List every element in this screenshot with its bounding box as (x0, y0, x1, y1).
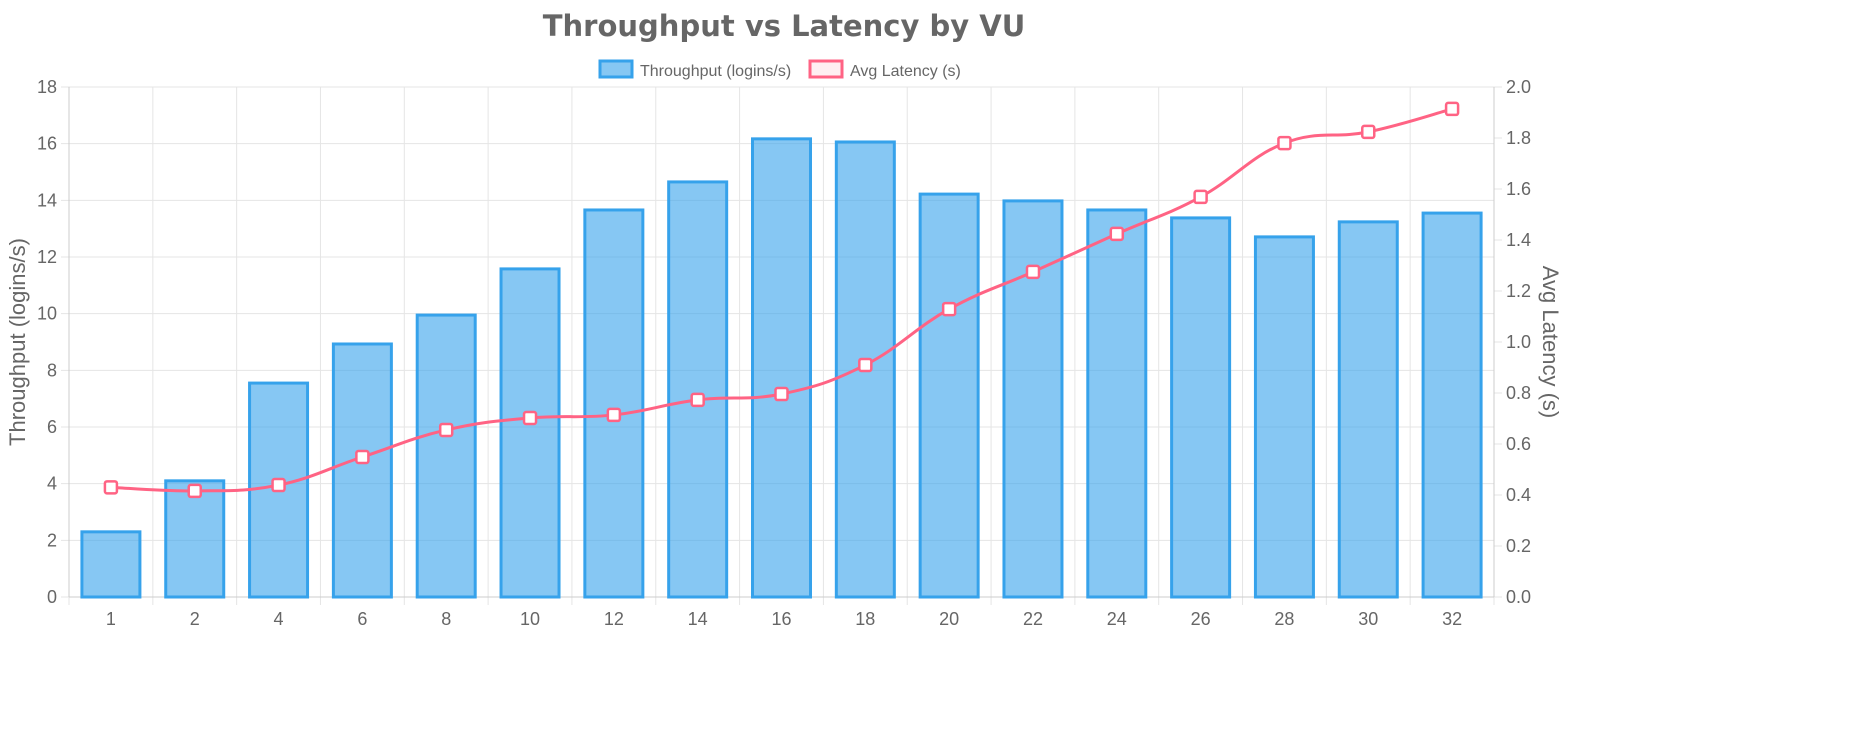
bar (1421, 211, 1483, 599)
x-tick-label: 4 (274, 609, 284, 629)
y-right-tick-label: 2.0 (1506, 77, 1531, 97)
y-right-tick-label: 0.6 (1506, 434, 1531, 454)
y-right-tick-label: 1.2 (1506, 281, 1531, 301)
bar (1337, 220, 1399, 599)
y-right-tick-label: 1.8 (1506, 128, 1531, 148)
y-left-tick-label: 4 (47, 474, 57, 494)
y-left-tick-label: 6 (47, 417, 57, 437)
legend-swatch-latency (808, 59, 844, 79)
latency-point (1109, 226, 1125, 242)
y-left-axis-title: Throughput (logins/s) (5, 238, 30, 446)
bar (1086, 208, 1148, 599)
x-tick-label: 28 (1274, 609, 1294, 629)
x-tick-label: 1 (106, 609, 116, 629)
legend-item-latency[interactable]: Avg Latency (s) (808, 59, 961, 80)
y-right-tick-label: 1.0 (1506, 332, 1531, 352)
bar (667, 180, 729, 599)
latency-point (1444, 101, 1460, 117)
y-right-tick-label: 1.6 (1506, 179, 1531, 199)
y-right-tick-label: 0.4 (1506, 485, 1531, 505)
legend-swatch-throughput (598, 59, 634, 79)
x-tick-label: 20 (939, 609, 959, 629)
y-left-tick-label: 0 (47, 587, 57, 607)
bar (164, 479, 226, 599)
x-tick-label: 30 (1358, 609, 1378, 629)
y-left-tick-label: 14 (37, 190, 57, 210)
chart-title: Throughput vs Latency by VU (543, 9, 1026, 43)
bar (331, 342, 393, 599)
x-tick-label: 22 (1023, 609, 1043, 629)
x-tick-label: 24 (1107, 609, 1127, 629)
x-tick-label: 2 (190, 609, 200, 629)
latency-point (438, 422, 454, 438)
latency-line (103, 101, 1460, 499)
ticks: 0246810121416180.00.20.40.60.81.01.21.41… (37, 77, 1531, 629)
latency-point (1277, 135, 1292, 151)
latency-point (1361, 124, 1376, 140)
bar (415, 313, 477, 599)
y-left-tick-label: 12 (37, 247, 57, 267)
y-left-tick-label: 2 (47, 530, 57, 550)
legend-label-latency: Avg Latency (s) (850, 63, 961, 80)
x-tick-label: 16 (771, 609, 791, 629)
bar (80, 530, 142, 599)
bar (751, 137, 812, 599)
latency-point (606, 407, 622, 423)
latency-point (271, 477, 286, 493)
x-tick-label: 10 (520, 609, 540, 629)
latency-point (522, 410, 538, 426)
bar (583, 208, 645, 599)
legend-item-throughput[interactable]: Throughput (logins/s) (598, 59, 791, 80)
x-tick-label: 14 (688, 609, 708, 629)
bars (80, 137, 1483, 599)
y-left-tick-label: 8 (47, 360, 57, 380)
x-tick-label: 8 (441, 609, 451, 629)
x-tick-label: 6 (357, 609, 367, 629)
latency-point (858, 357, 873, 373)
y-right-tick-label: 1.4 (1506, 230, 1531, 250)
x-tick-label: 26 (1191, 609, 1211, 629)
latency-point (103, 480, 119, 495)
latency-point (355, 449, 370, 465)
latency-point (774, 386, 789, 402)
bar (499, 267, 561, 599)
legend-label-throughput: Throughput (logins/s) (640, 63, 791, 80)
x-tick-label: 12 (604, 609, 624, 629)
bar (918, 192, 980, 599)
y-left-tick-label: 16 (37, 134, 57, 154)
y-right-tick-label: 0.0 (1506, 587, 1531, 607)
y-left-tick-label: 10 (37, 304, 57, 324)
x-tick-label: 18 (855, 609, 875, 629)
y-left-tick-label: 18 (37, 77, 57, 97)
latency-point (941, 301, 957, 317)
x-tick-label: 32 (1442, 609, 1462, 629)
y-right-axis-title: Avg Latency (s) (1538, 266, 1563, 418)
latency-point (1025, 264, 1041, 280)
latency-point (1193, 189, 1208, 205)
bar (1170, 216, 1232, 599)
y-right-tick-label: 0.2 (1506, 536, 1531, 556)
latency-point (690, 392, 705, 408)
bar (1002, 199, 1064, 599)
y-right-tick-label: 0.8 (1506, 383, 1531, 403)
bar (1253, 235, 1315, 599)
latency-point (187, 483, 202, 499)
legend: Throughput (logins/s) Avg Latency (s) (598, 59, 961, 80)
